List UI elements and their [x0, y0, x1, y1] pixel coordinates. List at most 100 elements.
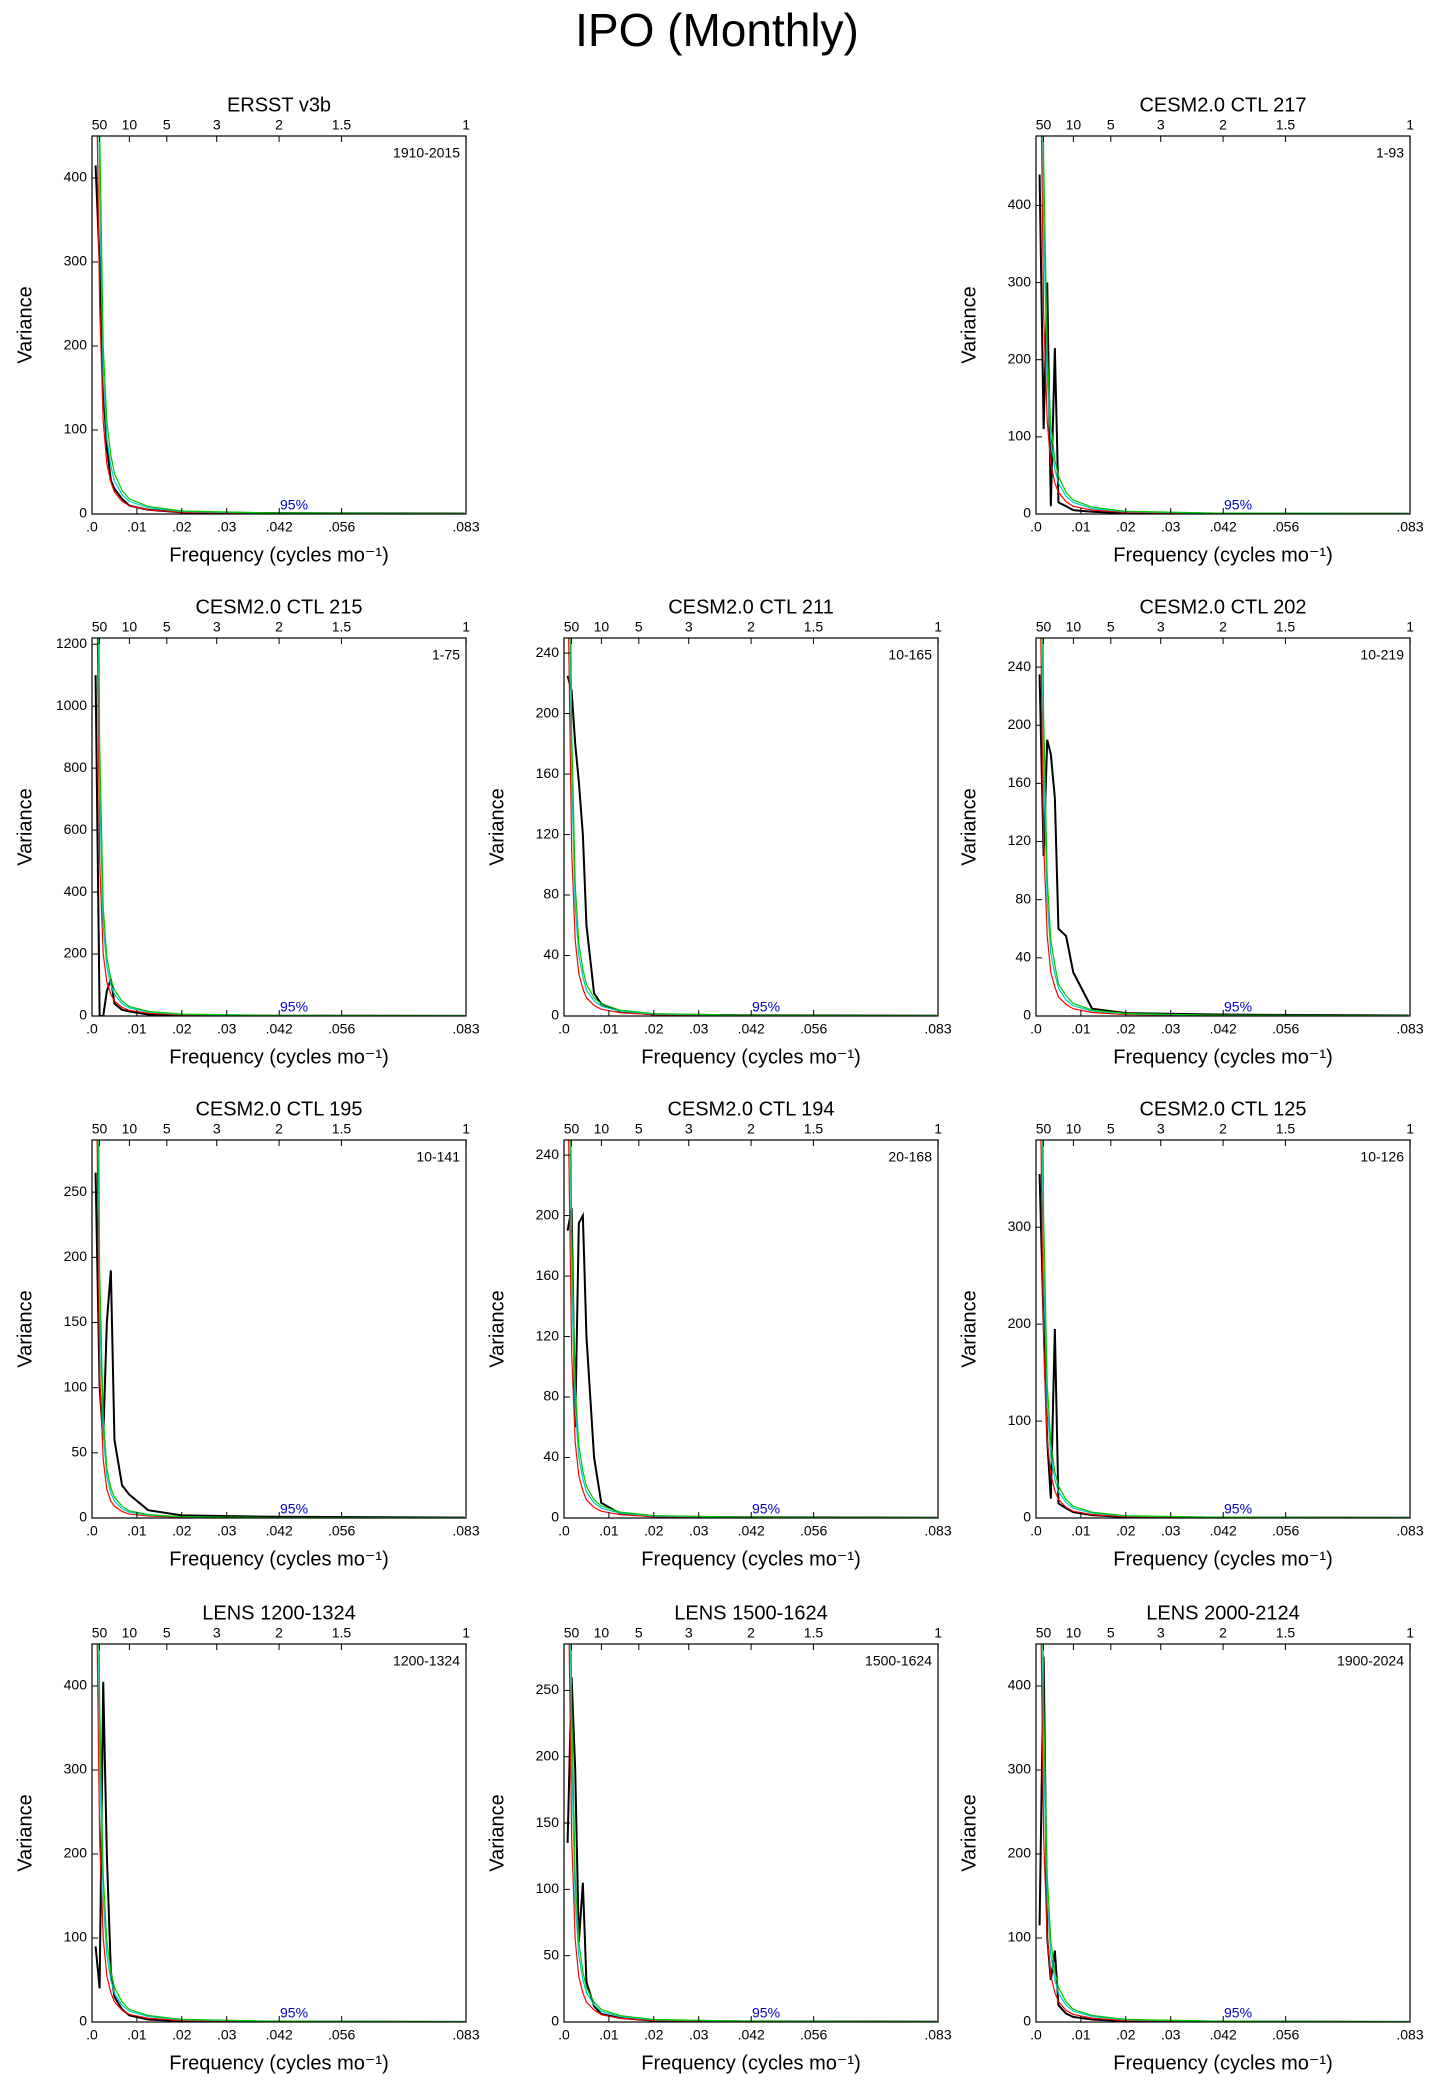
x-tick-label: .01	[1071, 2027, 1091, 2043]
y-tick-label: 1200	[56, 635, 87, 651]
panel-title: LENS 1500-1624	[674, 1602, 827, 1624]
x-tick-label: .056	[1272, 1021, 1299, 1037]
plot-frame	[91, 1643, 467, 2023]
spectrum-line	[94, 1172, 465, 1518]
y-tick-label: 400	[64, 169, 88, 185]
spectrum-line	[1042, 136, 1409, 514]
x-tick-label: .01	[599, 1021, 619, 1037]
y-tick-label: 200	[1008, 350, 1032, 366]
spectrum-line	[96, 136, 465, 514]
y-tick-label: 400	[1008, 1677, 1032, 1693]
x2-tick-label: 3	[213, 1625, 221, 1641]
curve-label: 95%	[1224, 1501, 1252, 1517]
panel-title: CESM2.0 CTL 217	[1139, 94, 1306, 116]
spectrum-line	[1041, 1140, 1409, 1518]
x2-tick-label: 1.5	[1276, 1121, 1296, 1137]
y-axis-label: Variance	[14, 788, 36, 865]
x-axis-label: Frequency (cycles mo⁻¹)	[1113, 544, 1333, 566]
y-tick-label: 80	[543, 886, 559, 902]
spectrum-line	[568, 1644, 937, 2022]
x-tick-label: .042	[266, 1021, 293, 1037]
period-annotation: 1900-2024	[1337, 1653, 1404, 1669]
y-tick-label: 120	[1008, 832, 1032, 848]
x-tick-label: .083	[1396, 519, 1423, 535]
x-tick-label: .01	[1071, 1021, 1091, 1037]
spectrum-line	[1042, 1644, 1409, 2022]
y-tick-label: 150	[536, 1814, 560, 1830]
x2-tick-label: 1	[934, 1121, 942, 1137]
spectrum-line	[96, 1140, 465, 1518]
x2-tick-label: 2	[275, 619, 283, 635]
x2-tick-label: 3	[1157, 117, 1165, 133]
x-axis-label: Frequency (cycles mo⁻¹)	[169, 1548, 389, 1570]
x2-tick-label: 50	[92, 1121, 108, 1137]
x2-tick-label: 50	[92, 117, 108, 133]
y-tick-label: 80	[543, 1388, 559, 1404]
y-tick-label: 120	[536, 1327, 560, 1343]
x-axis-label: Frequency (cycles mo⁻¹)	[169, 2052, 389, 2074]
x-tick-label: .056	[800, 1021, 827, 1037]
x-tick-label: .0	[86, 1523, 98, 1539]
y-tick-label: 40	[543, 1448, 559, 1464]
x-tick-label: .042	[266, 2027, 293, 2043]
x-tick-label: .083	[924, 1021, 951, 1037]
x-tick-label: .02	[1116, 2027, 1136, 2043]
x-tick-label: .02	[1116, 1021, 1136, 1037]
spectrum-line	[98, 1140, 465, 1518]
y-axis-label: Variance	[14, 1794, 36, 1871]
y-axis-label: Variance	[14, 286, 36, 363]
y-tick-label: 300	[64, 1761, 88, 1777]
y-axis-label: Variance	[14, 1290, 36, 1367]
x2-tick-label: 3	[213, 1121, 221, 1137]
x2-tick-label: 3	[685, 1625, 693, 1641]
panel-title: LENS 2000-2124	[1146, 1602, 1299, 1624]
x2-tick-label: 50	[1036, 619, 1052, 635]
curve-label: 95%	[752, 1501, 780, 1517]
x2-tick-label: 5	[163, 1625, 171, 1641]
x2-tick-label: 1	[1406, 619, 1414, 635]
spectrum-line	[1038, 674, 1409, 1016]
x-tick-label: .01	[127, 2027, 147, 2043]
x2-tick-label: 1	[934, 619, 942, 635]
panel-title: CESM2.0 CTL 211	[668, 596, 834, 618]
x2-tick-label: 5	[635, 1625, 643, 1641]
y-tick-label: 50	[71, 1444, 87, 1460]
x-tick-label: .042	[738, 1523, 765, 1539]
x-tick-label: .03	[1161, 519, 1181, 535]
panel: 0 200 400 600 800 1000 1200 .0 .01 .02 .03 .042 .056…	[14, 596, 480, 1068]
y-tick-label: 400	[64, 883, 88, 899]
y-tick-label: 100	[536, 1880, 560, 1896]
y-tick-label: 0	[1023, 1007, 1031, 1023]
y-tick-label: 400	[1008, 196, 1032, 212]
period-annotation: 10-219	[1360, 647, 1404, 663]
y-tick-label: 200	[536, 1747, 560, 1763]
y-tick-label: 240	[536, 644, 560, 660]
x-tick-label: .02	[644, 2027, 664, 2043]
spectrum-line	[94, 1681, 465, 2022]
x-tick-label: .02	[644, 1523, 664, 1539]
y-tick-label: 0	[1023, 505, 1031, 521]
x-tick-label: .083	[924, 2027, 951, 2043]
period-annotation: 1500-1624	[865, 1653, 932, 1669]
x-tick-label: .056	[328, 2027, 355, 2043]
x2-tick-label: 1.5	[332, 619, 352, 635]
curve-label: 95%	[1224, 2005, 1252, 2021]
x2-tick-label: 5	[163, 117, 171, 133]
x-tick-label: .01	[127, 1523, 147, 1539]
x-tick-label: .056	[800, 1523, 827, 1539]
x-tick-label: .0	[1030, 2027, 1042, 2043]
spectrum-line	[1038, 1656, 1409, 2022]
x-tick-label: .02	[1116, 1523, 1136, 1539]
x-tick-label: .056	[1272, 519, 1299, 535]
curve-label: 95%	[1224, 497, 1252, 513]
x-tick-label: .03	[217, 519, 237, 535]
y-axis-label: Variance	[958, 286, 980, 363]
x2-tick-label: 10	[122, 117, 138, 133]
spectrum-line	[1038, 1173, 1409, 1518]
x2-tick-label: 2	[1219, 619, 1227, 635]
x2-tick-label: 5	[1107, 1625, 1115, 1641]
curve-label: 95%	[280, 1501, 308, 1517]
y-tick-label: 300	[1008, 273, 1032, 289]
x2-tick-label: 10	[1066, 1121, 1082, 1137]
